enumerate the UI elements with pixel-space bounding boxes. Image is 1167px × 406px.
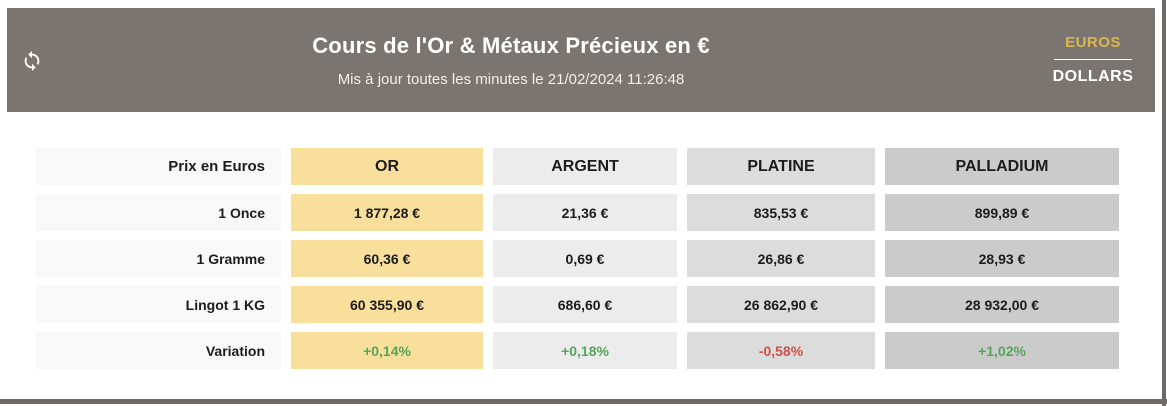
value-or-once: 1 877,28 € (291, 194, 483, 231)
header-titles: Cours de l'Or & Métaux Précieux en € Mis… (7, 8, 1015, 112)
refresh-icon (21, 50, 43, 72)
variation-argent: +0,18% (493, 332, 677, 369)
column-header-platine: PLATINE (687, 148, 875, 185)
value-argent-once: 21,36 € (493, 194, 677, 231)
row-label-variation: Variation (36, 332, 281, 369)
column-header-argent: ARGENT (493, 148, 677, 185)
value-platine-once: 835,53 € (687, 194, 875, 231)
value-or-lingot: 60 355,90 € (291, 286, 483, 323)
currency-euros-button[interactable]: EUROS (1065, 34, 1121, 51)
value-argent-gramme: 0,69 € (493, 240, 677, 277)
price-table: Prix en Euros OR ARGENT PLATINE PALLADIU… (36, 148, 1119, 369)
value-argent-lingot: 686,60 € (493, 286, 677, 323)
row-label-lingot: Lingot 1 KG (36, 286, 281, 323)
frame-edge-bottom (0, 399, 1167, 404)
refresh-button[interactable] (20, 49, 44, 73)
column-header-palladium: PALLADIUM (885, 148, 1119, 185)
frame-edge-right (1162, 0, 1166, 406)
value-palladium-gramme: 28,93 € (885, 240, 1119, 277)
row-label-once: 1 Once (36, 194, 281, 231)
page-title: Cours de l'Or & Métaux Précieux en € (312, 32, 710, 58)
row-label-gramme: 1 Gramme (36, 240, 281, 277)
value-platine-gramme: 26,86 € (687, 240, 875, 277)
variation-platine: -0,58% (687, 332, 875, 369)
value-or-gramme: 60,36 € (291, 240, 483, 277)
value-palladium-once: 899,89 € (885, 194, 1119, 231)
column-header-or: OR (291, 148, 483, 185)
currency-toggle: EUROS DOLLARS (1039, 34, 1147, 86)
last-updated-text: Mis à jour toutes les minutes le 21/02/2… (337, 70, 685, 88)
value-palladium-lingot: 28 932,00 € (885, 286, 1119, 323)
currency-divider (1054, 59, 1132, 60)
currency-dollars-button[interactable]: DOLLARS (1052, 68, 1134, 85)
widget-header: Cours de l'Or & Métaux Précieux en € Mis… (7, 8, 1155, 112)
table-corner-label: Prix en Euros (36, 148, 281, 185)
value-platine-lingot: 26 862,90 € (687, 286, 875, 323)
variation-palladium: +1,02% (885, 332, 1119, 369)
variation-or: +0,14% (291, 332, 483, 369)
